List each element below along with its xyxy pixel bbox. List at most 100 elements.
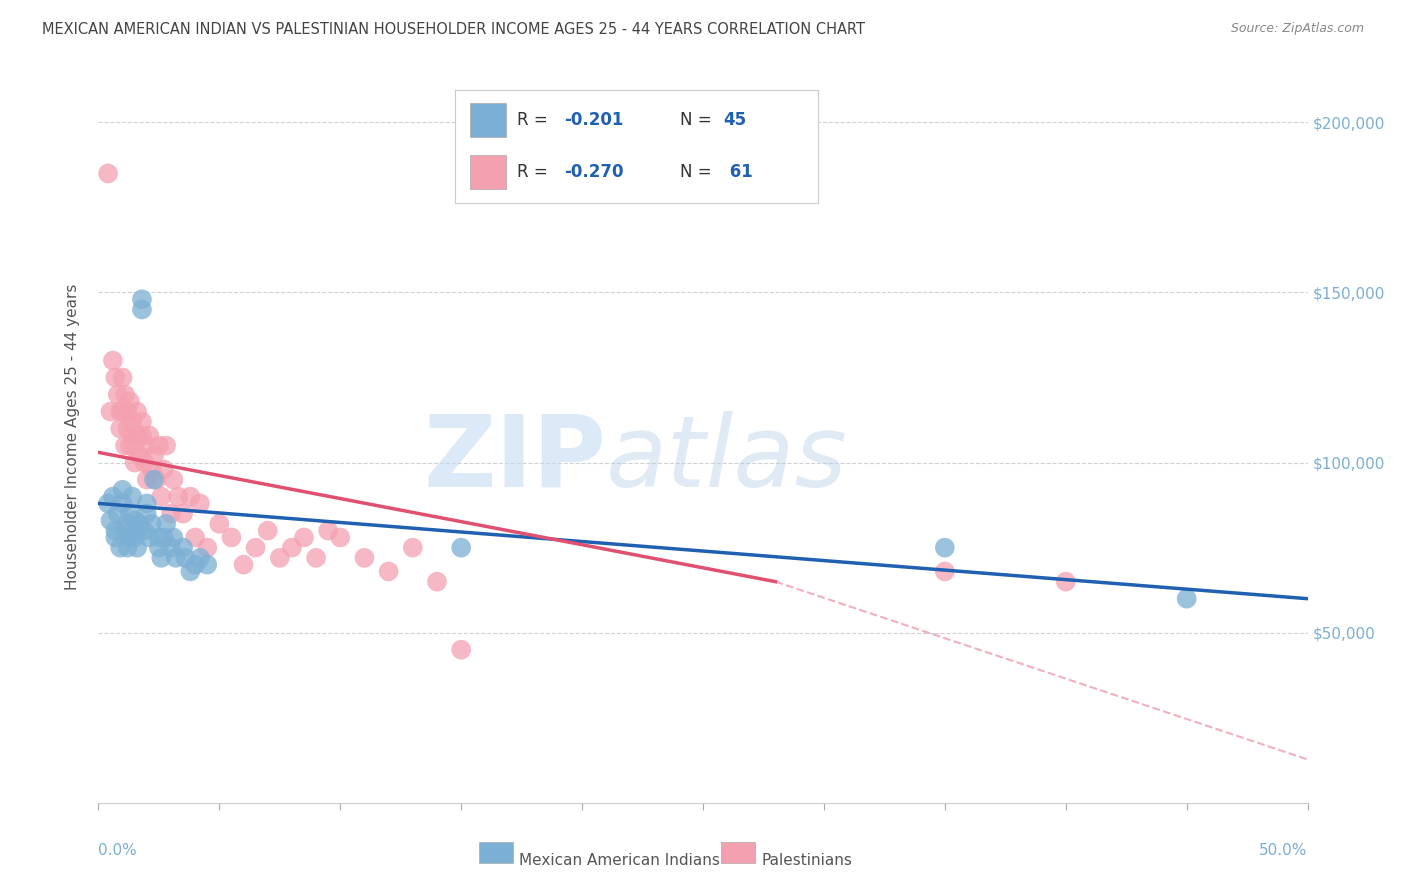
Point: [292, 531, 315, 545]
Y-axis label: Householder Income Ages 25 - 44 years: Householder Income Ages 25 - 44 years: [65, 284, 80, 591]
Point: [329, 531, 352, 545]
FancyBboxPatch shape: [721, 842, 755, 863]
Point: [108, 404, 131, 418]
Point: [269, 550, 291, 565]
Point: [131, 428, 153, 442]
Point: [172, 541, 194, 555]
Point: [155, 439, 177, 453]
Point: [281, 541, 304, 555]
Point: [127, 428, 149, 442]
Point: [316, 524, 339, 538]
Text: MEXICAN AMERICAN INDIAN VS PALESTINIAN HOUSEHOLDER INCOME AGES 25 - 44 YEARS COR: MEXICAN AMERICAN INDIAN VS PALESTINIAN H…: [42, 22, 865, 37]
Point: [135, 507, 157, 521]
Point: [934, 541, 956, 555]
Point: [121, 490, 143, 504]
Point: [124, 513, 146, 527]
Point: [155, 516, 177, 531]
Point: [117, 404, 139, 418]
Point: [138, 428, 160, 442]
Point: [108, 541, 131, 555]
Point: [179, 565, 201, 579]
Point: [141, 462, 163, 476]
Point: [118, 439, 141, 453]
Point: [131, 302, 153, 317]
Point: [118, 394, 141, 409]
Point: [179, 490, 201, 504]
Point: [121, 415, 143, 429]
Point: [188, 550, 211, 565]
Point: [150, 490, 173, 504]
Point: [160, 541, 183, 555]
Point: [172, 507, 194, 521]
Point: [426, 574, 449, 589]
Point: [114, 439, 136, 453]
Point: [135, 496, 157, 510]
Point: [934, 565, 956, 579]
Point: [138, 531, 160, 545]
Point: [305, 550, 328, 565]
FancyBboxPatch shape: [479, 842, 513, 863]
Point: [117, 516, 139, 531]
Point: [148, 541, 170, 555]
Point: [167, 490, 190, 504]
Point: [128, 449, 150, 463]
Point: [100, 513, 122, 527]
Point: [131, 293, 153, 307]
Point: [134, 524, 156, 538]
Point: [127, 404, 149, 418]
Point: [107, 387, 129, 401]
Point: [104, 531, 127, 545]
Text: 0.0%: 0.0%: [98, 843, 138, 858]
Point: [127, 541, 149, 555]
Text: 50.0%: 50.0%: [1260, 843, 1308, 858]
Point: [128, 516, 150, 531]
Point: [117, 541, 139, 555]
Point: [107, 507, 129, 521]
Point: [221, 531, 243, 545]
Point: [162, 473, 184, 487]
Point: [1175, 591, 1198, 606]
Point: [131, 415, 153, 429]
Point: [134, 456, 156, 470]
Text: Palestinians: Palestinians: [761, 853, 852, 868]
Point: [184, 558, 207, 572]
Point: [195, 541, 218, 555]
Point: [111, 496, 134, 510]
Point: [101, 353, 124, 368]
Point: [118, 507, 141, 521]
Point: [114, 387, 136, 401]
Point: [111, 370, 134, 384]
Point: [135, 439, 157, 453]
Point: [188, 496, 211, 510]
Point: [165, 550, 187, 565]
Point: [101, 490, 124, 504]
Point: [124, 456, 146, 470]
Point: [152, 462, 174, 476]
Point: [148, 439, 170, 453]
Point: [104, 370, 127, 384]
Point: [377, 565, 399, 579]
Point: [111, 483, 134, 497]
Point: [117, 421, 139, 435]
Point: [127, 524, 149, 538]
Point: [174, 550, 197, 565]
Text: ZIP: ZIP: [423, 410, 606, 508]
Point: [118, 531, 141, 545]
Point: [124, 439, 146, 453]
Point: [111, 404, 134, 418]
Point: [100, 404, 122, 418]
Point: [450, 642, 472, 657]
Point: [232, 558, 254, 572]
Point: [353, 550, 375, 565]
Point: [145, 473, 167, 487]
Point: [114, 524, 136, 538]
Point: [135, 473, 157, 487]
Point: [150, 550, 173, 565]
Point: [124, 531, 146, 545]
Point: [162, 531, 184, 545]
Point: [121, 428, 143, 442]
Point: [97, 496, 120, 510]
Point: [160, 507, 183, 521]
Point: [208, 516, 231, 531]
Point: [108, 421, 131, 435]
